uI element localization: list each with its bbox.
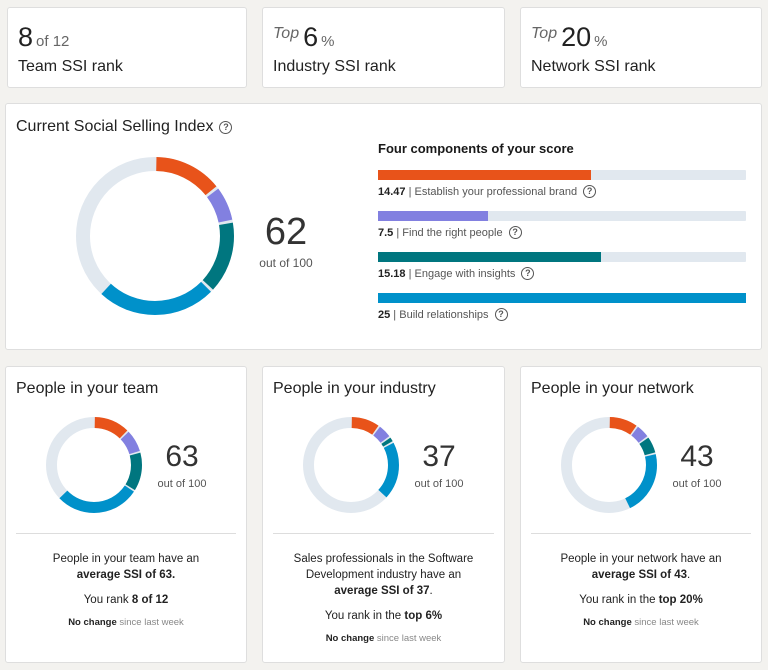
- component-bar-fill: [378, 211, 489, 221]
- rank-label: Network SSI rank: [531, 58, 656, 75]
- component-label: 25 | Build relationships?: [378, 308, 746, 321]
- divider: [273, 533, 494, 534]
- group-description: People in your team have an average SSI …: [52, 553, 200, 581]
- donut-segment: [561, 417, 657, 513]
- group-score: 37 out of 100: [414, 440, 464, 490]
- group-description: Sales professionals in the Software Deve…: [293, 553, 474, 597]
- group-rank: You rank in the top 6%: [324, 610, 443, 622]
- divider: [16, 533, 236, 534]
- group-score: 43 out of 100: [672, 440, 722, 490]
- donut-segment: [46, 417, 142, 513]
- component-bar: [378, 211, 746, 221]
- group-title: People in your industry: [273, 380, 436, 397]
- rank-card: 8 of 12 Team SSI rank: [7, 7, 247, 88]
- group-title: People in your team: [16, 380, 159, 397]
- component-bar-fill: [378, 170, 591, 180]
- group-donut: [561, 417, 657, 513]
- donut-segment: [76, 157, 234, 315]
- main-donut: [76, 157, 234, 315]
- main-score: 62 out of 100: [259, 211, 313, 270]
- current-ssi-card: Current Social Selling Index? 62 out of 1…: [5, 103, 762, 350]
- rank-value: Top 20%: [531, 22, 608, 52]
- group-description: People in your network have an average S…: [560, 553, 722, 581]
- donut-segment: [76, 157, 234, 315]
- rank-label: Industry SSI rank: [273, 58, 396, 75]
- component-label: 15.18 | Engage with insights?: [378, 267, 746, 280]
- components-title: Four components of your score: [378, 141, 574, 156]
- help-icon[interactable]: ?: [508, 226, 522, 239]
- group-card: People in your team 63 out of 100 People …: [5, 366, 247, 663]
- group-donut: [303, 417, 399, 513]
- help-icon[interactable]: ?: [583, 185, 597, 198]
- divider: [531, 533, 751, 534]
- component-label: 14.47 | Establish your professional bran…: [378, 185, 746, 198]
- component-bar-fill: [378, 252, 602, 262]
- score-components: Four components of your score 14.47 | Es…: [378, 141, 746, 334]
- help-icon[interactable]: ?: [521, 267, 535, 280]
- group-title: People in your network: [531, 380, 694, 397]
- help-icon[interactable]: ?: [219, 121, 233, 134]
- group-rank: You rank in the top 20%: [579, 594, 703, 606]
- component-bar: [378, 293, 746, 303]
- group-card: People in your industry 37 out of 100 Sal…: [262, 366, 505, 663]
- donut-segment: [303, 417, 399, 513]
- group-rank: You rank 8 of 12: [83, 594, 169, 606]
- group-change: No change since last week: [583, 617, 699, 628]
- component-bar: [378, 252, 746, 262]
- group-change: No change since last week: [325, 633, 442, 644]
- group-card: People in your network 43 out of 100 Peop…: [520, 366, 762, 663]
- group-score: 63 out of 100: [157, 440, 207, 490]
- rank-card: Top 20% Network SSI rank: [520, 7, 762, 88]
- donut-segment: [46, 417, 142, 513]
- rank-value: 8 of 12: [18, 22, 70, 52]
- component-bar-fill: [378, 293, 746, 303]
- group-change: No change since last week: [68, 617, 184, 628]
- rank-card: Top 6% Industry SSI rank: [262, 7, 505, 88]
- component-bar: [378, 170, 746, 180]
- help-icon[interactable]: ?: [494, 308, 508, 321]
- rank-value: Top 6%: [273, 22, 335, 52]
- main-title: Current Social Selling Index?: [16, 118, 233, 136]
- component-label: 7.5 | Find the right people?: [378, 226, 746, 239]
- group-donut: [46, 417, 142, 513]
- rank-label: Team SSI rank: [18, 58, 123, 75]
